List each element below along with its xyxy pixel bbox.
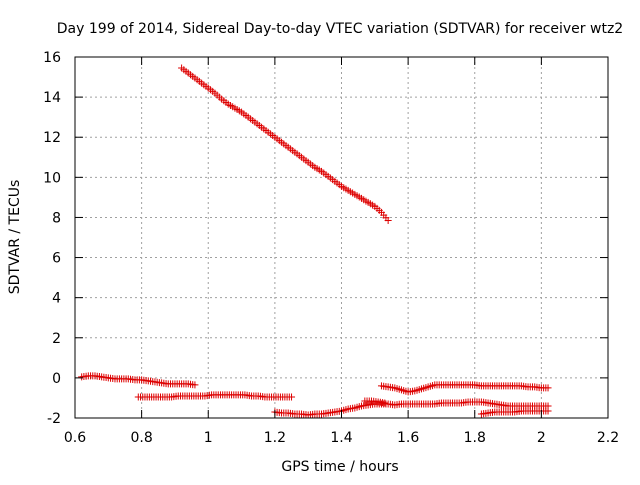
y-tick-label: 10 [43, 170, 61, 186]
y-tick-label: 12 [43, 130, 61, 146]
y-tick-label: 14 [43, 90, 61, 106]
x-tick-label: 2 [537, 430, 546, 446]
series-arc-high [178, 64, 392, 224]
grid-layer [75, 57, 608, 418]
series-arc-e [377, 381, 552, 396]
x-tick-label: 1.6 [397, 430, 419, 446]
x-tick-label: 1.2 [264, 430, 286, 446]
data-point [381, 399, 389, 407]
data-point [288, 393, 296, 401]
series-arc-b [134, 391, 296, 401]
y-tick-label: 16 [43, 50, 61, 66]
data-point [384, 216, 392, 224]
series-arc-c [271, 398, 552, 419]
chart-title: Day 199 of 2014, Sidereal Day-to-day VTE… [57, 21, 623, 37]
y-tick-label: 6 [52, 251, 61, 267]
x-tick-label: 0.6 [64, 430, 86, 446]
x-axis-label: GPS time / hours [281, 459, 398, 475]
y-axis-label: SDTVAR / TECUs [7, 180, 23, 295]
series-arc-d [361, 397, 389, 407]
y-tick-label: 8 [52, 210, 61, 226]
series-arc-f [477, 407, 552, 418]
series-arc-a [78, 372, 199, 389]
data-point [544, 407, 552, 415]
y-tick-label: 0 [52, 371, 61, 387]
data-point [544, 384, 552, 392]
x-tick-label: 1.4 [330, 430, 352, 446]
x-tick-label: 2.2 [597, 430, 619, 446]
data-point [191, 381, 199, 389]
data-layer [78, 64, 552, 419]
x-tick-label: 0.8 [130, 430, 152, 446]
y-tick-label: 4 [52, 291, 61, 307]
x-tick-label: 1 [204, 430, 213, 446]
tick-layer: 0.6 0.8 1 1.2 1.4 1.6 1.8 2 2.2 -2 0 2 4 6 8 10 12 14 16 [43, 50, 619, 446]
y-tick-label: 2 [52, 331, 61, 347]
y-tick-label: -2 [47, 411, 61, 427]
x-tick-label: 1.8 [464, 430, 486, 446]
